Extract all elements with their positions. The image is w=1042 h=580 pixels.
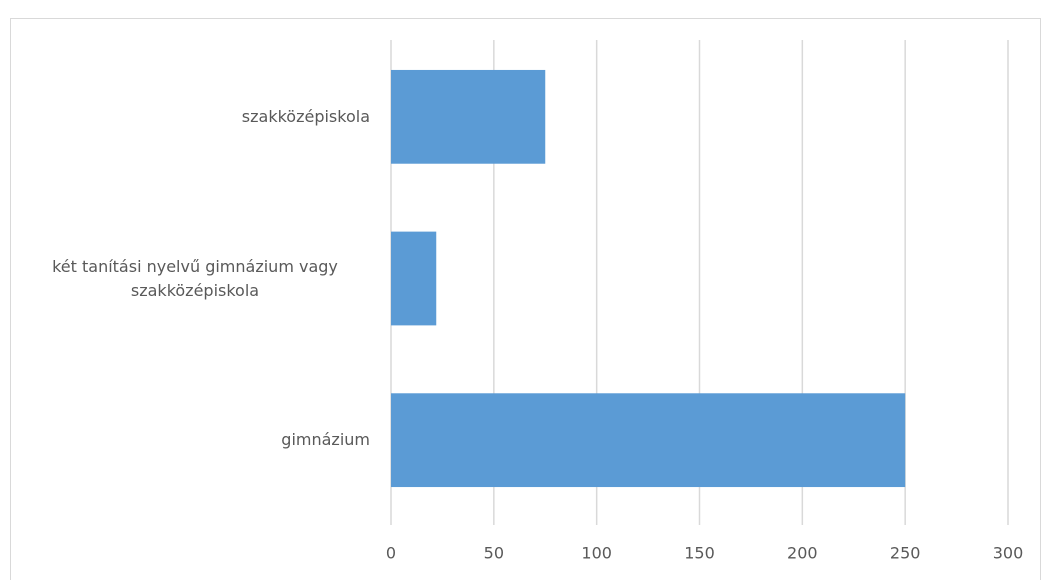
y-tick-label: gimnázium [281, 430, 370, 450]
x-tick-label: 300 [993, 544, 1024, 563]
x-tick-label: 100 [581, 544, 612, 563]
y-tick-label-box: két tanítási nyelvű gimnázium vagy szakk… [20, 255, 370, 303]
x-tick-label: 50 [484, 544, 504, 563]
y-tick-label: szakközépiskola [241, 106, 370, 126]
bar [391, 393, 906, 488]
y-tick-label-box: gimnázium [281, 428, 370, 452]
x-tick-label: 0 [386, 544, 396, 563]
x-tick-label: 250 [890, 544, 921, 563]
bar [391, 231, 437, 326]
y-tick-label-box: szakközépiskola [242, 105, 370, 129]
y-tick-label: két tanítási nyelvű gimnázium vagy szakk… [52, 256, 338, 300]
x-tick-label: 150 [684, 544, 715, 563]
bar [391, 69, 546, 164]
x-tick-label: 200 [787, 544, 818, 563]
